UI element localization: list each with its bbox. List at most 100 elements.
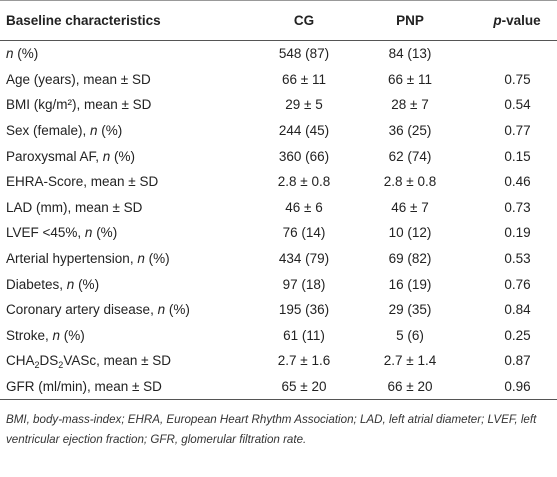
table-body: n (%) 548 (87) 84 (13) Age (years), mean ± … <box>0 41 557 401</box>
italic-run: n <box>84 225 93 241</box>
table-row: Coronary artery disease, n (%) 195 (36) 29… <box>0 297 557 323</box>
table-row: Stroke, n (%) 61 (11) 5 (6) 0.25 <box>0 323 557 349</box>
table-row: Age (years), mean ± SD 66 ± 11 66 ± 11 0.75 <box>0 67 557 93</box>
text-run: PNP <box>396 13 424 28</box>
p-cell: 0.19 <box>504 225 531 241</box>
table-row: CHA2DS2VASc, mean ± SD 2.7 ± 1.6 2.7 ± 1.4… <box>0 348 557 374</box>
text-run: Age (years), mean ± SD <box>6 71 151 87</box>
row-label: LVEF <45%, n (%) <box>0 220 248 246</box>
p-cell: 0.46 <box>504 174 531 190</box>
cg-cell: 66 ± 11 <box>282 71 326 87</box>
row-label: EHRA-Score, mean ± SD <box>0 169 248 195</box>
text-run: EHRA-Score, mean ± SD <box>6 174 159 190</box>
row-label: Arterial hypertension, n (%) <box>0 246 248 272</box>
row-label: CHA2DS2VASc, mean ± SD <box>0 348 248 374</box>
text-run: Baseline characteristics <box>6 13 161 28</box>
italic-run: n <box>6 46 14 62</box>
text-run: CG <box>293 13 315 28</box>
italic-run: n <box>157 302 166 318</box>
text-run: LAD (mm), mean ± SD <box>6 199 143 215</box>
italic-run: n <box>66 276 75 292</box>
row-label: Diabetes, n (%) <box>0 271 248 297</box>
header-row: Baseline characteristics CG PNP p-value <box>0 0 557 41</box>
cg-cell: 2.8 ± 0.8 <box>277 174 331 190</box>
cg-cell: 61 (11) <box>283 327 325 343</box>
text-run: (%) <box>97 123 123 139</box>
text-run: Coronary artery disease, <box>6 302 158 318</box>
text-run: Paroxysmal AF, <box>6 148 103 164</box>
p-cell: 0.73 <box>504 199 531 215</box>
p-cell: 0.15 <box>504 148 531 164</box>
text-run: VASc, mean ± SD <box>63 353 172 369</box>
italic-run: p <box>493 13 502 28</box>
p-cell: 0.77 <box>504 123 531 139</box>
pnp-cell: 10 (12) <box>388 225 432 241</box>
table-row: LVEF <45%, n (%) 76 (14) 10 (12) 0.19 <box>0 220 557 246</box>
italic-run: n <box>90 123 98 139</box>
table-row: Paroxysmal AF, n (%) 360 (66) 62 (74) 0.15 <box>0 143 557 169</box>
row-label: Sex (female), n (%) <box>0 118 248 144</box>
cg-cell: 548 (87) <box>278 46 330 62</box>
sub-run: 2 <box>58 360 64 371</box>
pnp-cell: 84 (13) <box>388 46 432 62</box>
text-run: (%) <box>144 251 170 267</box>
row-label: Stroke, n (%) <box>0 323 248 349</box>
table-row: BMI (kg/m²), mean ± SD 29 ± 5 28 ± 7 0.54 <box>0 92 557 118</box>
pnp-cell: 66 ± 20 <box>360 373 460 401</box>
p-cell: 0.87 <box>504 353 531 369</box>
cg-cell: 195 (36) <box>278 302 330 318</box>
cg-cell: 244 (45) <box>278 123 330 139</box>
pnp-cell: 5 (6) <box>396 327 424 343</box>
text-run: (%) <box>110 148 136 164</box>
cg-cell: 97 (18) <box>282 276 326 292</box>
cg-cell: 65 ± 20 <box>248 373 360 401</box>
header-cell: CG <box>248 0 360 41</box>
italic-run: n <box>52 327 61 343</box>
text-run: (%) <box>165 302 190 318</box>
cg-cell: 46 ± 6 <box>285 199 323 215</box>
row-label: n (%) <box>0 41 248 67</box>
header-cell: p-value <box>460 0 557 41</box>
pnp-cell: 66 ± 11 <box>388 71 432 87</box>
table-row: Arterial hypertension, n (%) 434 (79) 69 (… <box>0 246 557 272</box>
text-run: (%) <box>60 327 85 343</box>
table-row: n (%) 548 (87) 84 (13) <box>0 41 557 67</box>
p-cell: 0.76 <box>504 276 531 292</box>
pnp-cell: 29 (35) <box>388 302 432 318</box>
text-run: Diabetes, <box>6 276 67 292</box>
pnp-cell: 16 (19) <box>388 276 432 292</box>
pnp-cell: 46 ± 7 <box>391 199 429 215</box>
table-header: Baseline characteristics CG PNP p-value <box>0 0 557 41</box>
italic-run: n <box>137 251 145 267</box>
text-run: LVEF <45%, <box>6 225 85 241</box>
footnote: BMI, body-mass-index; EHRA, European Hea… <box>6 413 537 447</box>
pnp-cell: 36 (25) <box>388 123 432 139</box>
text-run: Arterial hypertension, <box>6 251 138 267</box>
text-run: BMI (kg/m²), mean ± SD <box>6 97 152 113</box>
p-cell: 0.96 <box>460 373 557 401</box>
row-label: LAD (mm), mean ± SD <box>0 195 248 221</box>
text-run: -value <box>501 13 541 28</box>
row-label: BMI (kg/m²), mean ± SD <box>0 92 248 118</box>
text-run: (%) <box>92 225 118 241</box>
row-label: Coronary artery disease, n (%) <box>0 297 248 323</box>
pnp-cell: 2.8 ± 0.8 <box>383 174 437 190</box>
table-row: Sex (female), n (%) 244 (45) 36 (25) 0.77 <box>0 118 557 144</box>
data-table: Baseline characteristics CG PNP p-value n (… <box>0 0 557 401</box>
pnp-cell: 69 (82) <box>388 251 432 267</box>
p-cell: 0.54 <box>504 97 531 113</box>
row-label: Paroxysmal AF, n (%) <box>0 143 248 169</box>
p-cell: 0.53 <box>504 251 531 267</box>
cg-cell: 76 (14) <box>282 225 326 241</box>
p-cell: 0.84 <box>504 302 531 318</box>
table-row: GFR (ml/min), mean ± SD 65 ± 20 66 ± 20 0.9… <box>0 373 557 401</box>
table-row: EHRA-Score, mean ± SD 2.8 ± 0.8 2.8 ± 0.8 0… <box>0 169 557 195</box>
pnp-cell: 28 ± 7 <box>391 97 429 113</box>
text-run: Sex (female), <box>6 123 91 139</box>
row-label: GFR (ml/min), mean ± SD <box>0 373 248 401</box>
p-cell <box>460 41 557 67</box>
text-run: CHA <box>6 353 35 369</box>
cg-cell: 2.7 ± 1.6 <box>277 353 331 369</box>
header-cell: Baseline characteristics <box>0 0 248 41</box>
